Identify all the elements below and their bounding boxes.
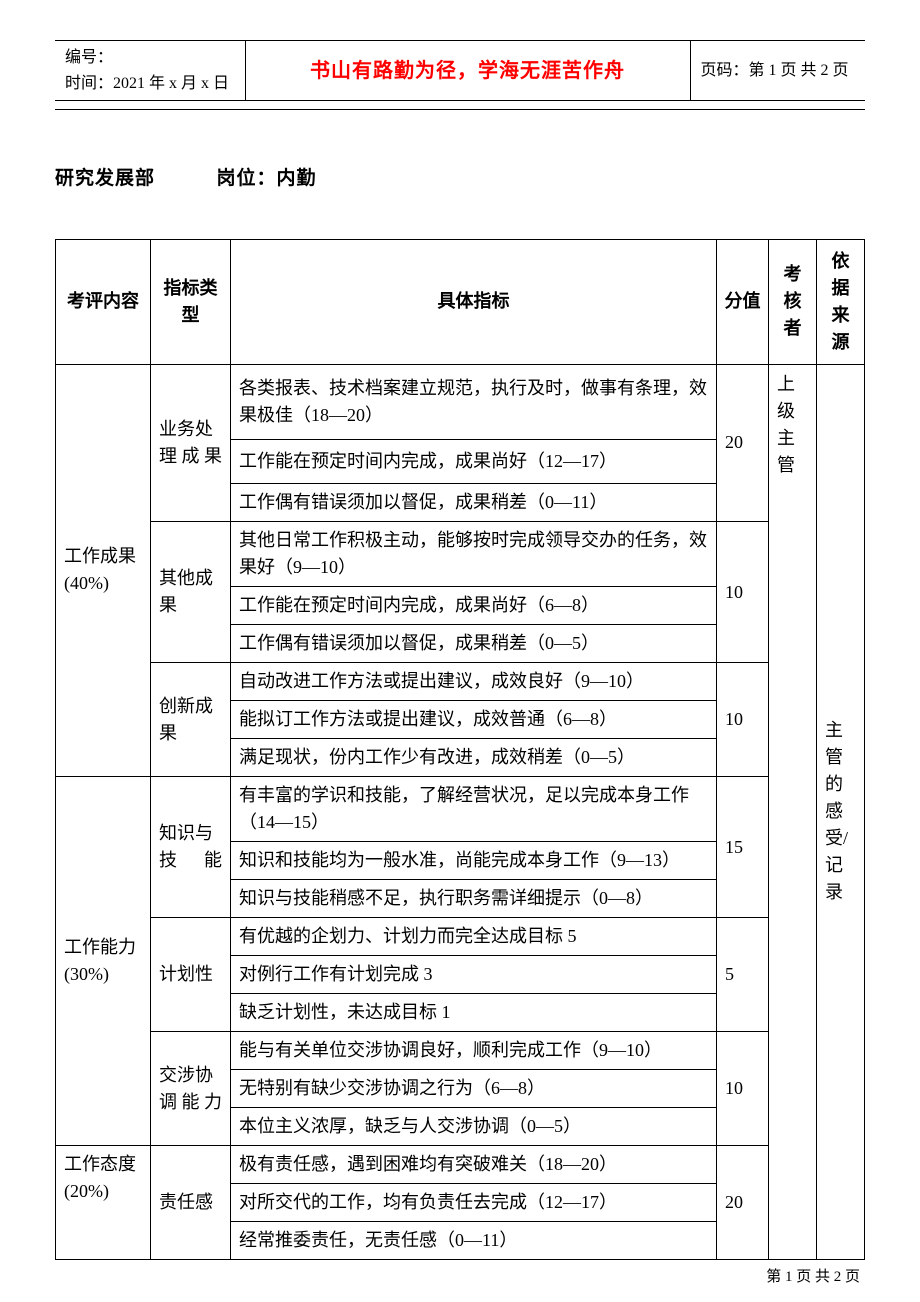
type-cell: 知识与技能 (151, 777, 231, 918)
header-page: 页码：第 1 页 共 2 页 (690, 41, 865, 101)
doc-header: 编号： 时间：2021 年 x 月 x 日 书山有路勤为径，学海无涯苦作舟 页码… (55, 40, 865, 101)
indicator-cell: 能与有关单位交涉协调良好，顺利完成工作（9—10） (231, 1032, 717, 1070)
content-cell: 工作成果(40%) (56, 364, 151, 777)
page-footer: 第 1 页 共 2 页 (55, 1266, 865, 1289)
indicator-cell: 其他日常工作积极主动，能够按时完成领导交办的任务，效果好（9—10） (231, 522, 717, 587)
indicator-cell: 对例行工作有计划完成 3 (231, 956, 717, 994)
indicator-cell: 有优越的企划力、计划力而完全达成目标 5 (231, 918, 717, 956)
indicator-cell: 满足现状，份内工作少有改进，成效稍差（0—5） (231, 739, 717, 777)
indicator-cell: 知识和技能均为一般水准，尚能完成本身工作（9—13） (231, 842, 717, 880)
table-row: 创新成果 自动改进工作方法或提出建议，成效良好（9—10） 10 (56, 663, 865, 701)
th-basis: 依据来源 (817, 239, 865, 364)
indicator-cell: 工作能在预定时间内完成，成果尚好（12—17） (231, 440, 717, 484)
indicator-cell: 工作偶有错误须加以督促，成果稍差（0—11） (231, 484, 717, 522)
score-cell: 20 (717, 364, 769, 522)
content-cell: 工作态度(20%) (56, 1146, 151, 1260)
indicator-cell: 自动改进工作方法或提出建议，成效良好（9—10） (231, 663, 717, 701)
serial-label: 编号： (65, 45, 235, 71)
type-cell: 创新成果 (151, 663, 231, 777)
evaluation-table: 考评内容 指标类型 具体指标 分值 考核者 依据来源 工作成果(40%) 业务处… (55, 239, 865, 1261)
indicator-cell: 无特别有缺少交涉协调之行为（6—8） (231, 1070, 717, 1108)
table-row: 工作态度(20%) 责任感 极有责任感，遇到困难均有突破难关（18—20） 20 (56, 1146, 865, 1184)
table-header-row: 考评内容 指标类型 具体指标 分值 考核者 依据来源 (56, 239, 865, 364)
dept-line: 研究发展部 岗位：内勤 (55, 165, 865, 194)
indicator-cell: 本位主义浓厚，缺乏与人交涉协调（0—5） (231, 1108, 717, 1146)
time-label: 时间：2021 年 x 月 x 日 (65, 71, 235, 97)
basis-cell: 主管的感受/记录 (817, 364, 865, 1260)
table-row: 工作成果(40%) 业务处理成果 各类报表、技术档案建立规范，执行及时，做事有条… (56, 364, 865, 439)
department-name: 研究发展部 (55, 168, 155, 189)
table-row: 交涉协调能力 能与有关单位交涉协调良好，顺利完成工作（9—10） 10 (56, 1032, 865, 1070)
table-row: 工作能力(30%) 知识与技能 有丰富的学识和技能，了解经营状况，足以完成本身工… (56, 777, 865, 842)
assessor-cell-top: 上级主管 (769, 364, 817, 484)
indicator-cell: 各类报表、技术档案建立规范，执行及时，做事有条理，效果极佳（18—20） (231, 364, 717, 439)
indicator-cell: 工作能在预定时间内完成，成果尚好（6—8） (231, 587, 717, 625)
indicator-cell: 工作偶有错误须加以督促，成果稍差（0—5） (231, 625, 717, 663)
header-motto: 书山有路勤为径，学海无涯苦作舟 (245, 41, 690, 101)
position-label: 岗位：内勤 (217, 168, 317, 189)
indicator-cell: 极有责任感，遇到困难均有突破难关（18—20） (231, 1146, 717, 1184)
type-cell: 计划性 (151, 918, 231, 1032)
header-underline (55, 109, 865, 110)
th-score: 分值 (717, 239, 769, 364)
score-cell: 10 (717, 1032, 769, 1146)
indicator-cell: 有丰富的学识和技能，了解经营状况，足以完成本身工作（14—15） (231, 777, 717, 842)
assessor-cell-rest (769, 484, 817, 1260)
indicator-cell: 能拟订工作方法或提出建议，成效普通（6—8） (231, 701, 717, 739)
indicator-cell: 缺乏计划性，未达成目标 1 (231, 994, 717, 1032)
th-type: 指标类型 (151, 239, 231, 364)
indicator-cell: 经常推委责任，无责任感（0—11） (231, 1222, 717, 1260)
score-cell: 10 (717, 522, 769, 663)
table-row: 其他成果 其他日常工作积极主动，能够按时完成领导交办的任务，效果好（9—10） … (56, 522, 865, 587)
score-cell: 20 (717, 1146, 769, 1260)
th-indicator: 具体指标 (231, 239, 717, 364)
score-cell: 15 (717, 777, 769, 918)
th-content: 考评内容 (56, 239, 151, 364)
type-cell: 业务处理成果 (151, 364, 231, 522)
th-assessor: 考核者 (769, 239, 817, 364)
indicator-cell: 知识与技能稍感不足，执行职务需详细提示（0—8） (231, 880, 717, 918)
type-cell: 交涉协调能力 (151, 1032, 231, 1146)
indicator-cell: 对所交代的工作，均有负责任去完成（12—17） (231, 1184, 717, 1222)
header-left: 编号： 时间：2021 年 x 月 x 日 (55, 41, 245, 101)
score-cell: 5 (717, 918, 769, 1032)
type-cell: 其他成果 (151, 522, 231, 663)
type-cell: 责任感 (151, 1146, 231, 1260)
table-row: 计划性 有优越的企划力、计划力而完全达成目标 5 5 (56, 918, 865, 956)
content-cell: 工作能力(30%) (56, 777, 151, 1146)
score-cell: 10 (717, 663, 769, 777)
